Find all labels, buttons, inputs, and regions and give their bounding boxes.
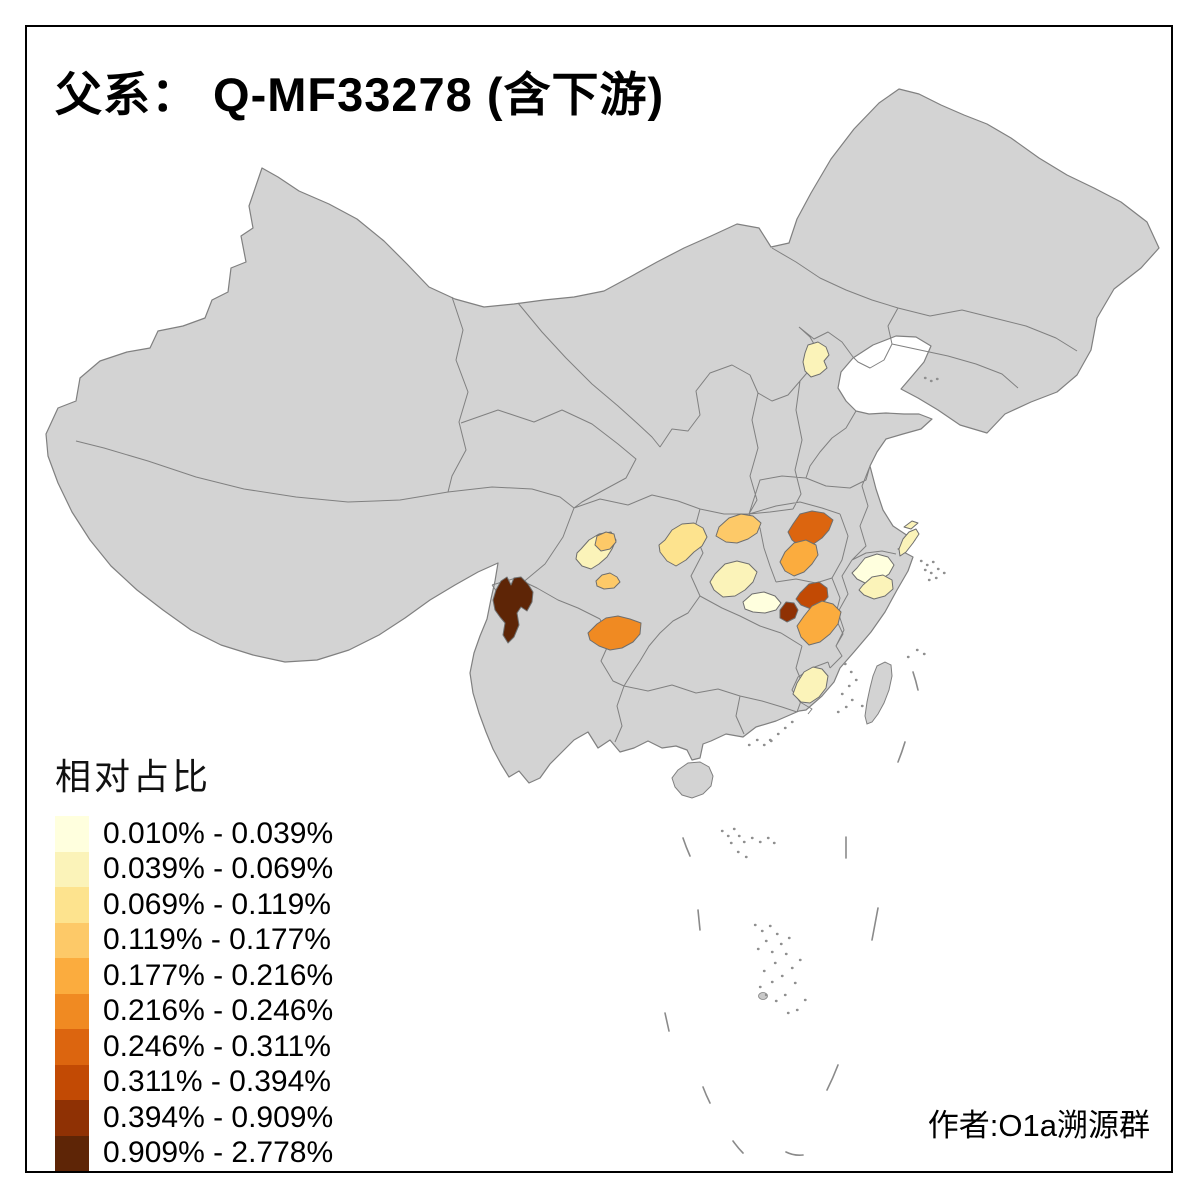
- choropleth-regions: [492, 341, 920, 704]
- author-credit: 作者:O1a溯源群: [927, 1108, 1150, 1143]
- map-region-north-henan: [787, 510, 834, 548]
- legend-row: 0.069% - 0.119%: [55, 887, 333, 923]
- legend: 相对占比 0.010% - 0.039% 0.039% - 0.069% 0.069…: [55, 748, 333, 1171]
- legend-swatch: [55, 816, 89, 852]
- map-region-fujian-guangdong-border: [792, 666, 829, 704]
- mainland-outline: [45, 88, 1160, 784]
- map-region-shanghai: [898, 528, 920, 557]
- legend-swatch: [55, 1135, 89, 1171]
- legend-swatch: [55, 851, 89, 887]
- legend-row: 0.177% - 0.216%: [55, 958, 333, 994]
- legend-label: 0.069% - 0.119%: [103, 887, 331, 921]
- legend-swatch: [55, 993, 89, 1029]
- map-region-central-zhejiang: [858, 574, 894, 600]
- figure-title: 父系： Q-MF33278 (含下游): [55, 68, 665, 121]
- legend-swatch: [55, 1100, 89, 1136]
- map-region-south-of-chengdu: [595, 572, 621, 590]
- legend-row: 0.216% - 0.246%: [55, 993, 334, 1029]
- legend-row: 0.010% - 0.039%: [55, 816, 333, 852]
- legend-swatch: [55, 1064, 89, 1100]
- taiwan-island: [864, 661, 893, 725]
- map-region-northwest-hubei: [715, 513, 762, 544]
- legend-label: 0.909% - 2.778%: [103, 1136, 334, 1170]
- map-region-south-central-hubei: [742, 591, 782, 614]
- legend-label: 0.119% - 0.177%: [103, 923, 331, 957]
- hainan-island: [671, 761, 714, 799]
- plot-frame: [25, 25, 1173, 1173]
- map-region-chongqing: [658, 522, 708, 567]
- legend-label: 0.039% - 0.069%: [103, 852, 334, 886]
- legend-label: 0.010% - 0.039%: [103, 816, 334, 850]
- legend-swatch: [55, 1029, 89, 1065]
- legend-row: 0.119% - 0.177%: [55, 922, 333, 958]
- legend-row: 0.909% - 2.778%: [55, 1135, 334, 1171]
- legend-label: 0.311% - 0.394%: [103, 1065, 331, 1099]
- map-region-beijing: [802, 341, 830, 378]
- map-region-west-henan: [779, 539, 819, 577]
- legend-row: 0.311% - 0.394%: [55, 1064, 333, 1100]
- legend-label: 0.246% - 0.311%: [103, 1029, 331, 1063]
- legend-swatch: [55, 958, 89, 994]
- legend-rows: 0.010% - 0.039% 0.039% - 0.069% 0.069% - 0…: [55, 816, 333, 1171]
- map-region-shanghai-island: [903, 520, 919, 530]
- legend-row: 0.394% - 0.909%: [55, 1100, 333, 1136]
- map-region-henan-hubei-border-west: [779, 601, 799, 623]
- map-region-central-hubei: [709, 560, 758, 598]
- legend-label: 0.216% - 0.246%: [103, 994, 334, 1028]
- legend-swatch: [55, 887, 89, 923]
- legend-title: 相对占比: [55, 756, 212, 797]
- map-region-north-guizhou: [587, 615, 642, 651]
- island-specks: [720, 376, 946, 1015]
- map-region-east-hubei: [796, 600, 842, 646]
- legend-row: 0.039% - 0.069%: [55, 851, 334, 887]
- map-region-chengdu-northeast: [594, 531, 617, 552]
- nine-dash-line: [664, 671, 919, 1156]
- legend-label: 0.394% - 0.909%: [103, 1100, 334, 1134]
- map-region-northwest-yunnan: [492, 576, 534, 644]
- legend-label: 0.177% - 0.216%: [103, 958, 334, 992]
- legend-row: 0.246% - 0.311%: [55, 1029, 333, 1065]
- legend-swatch: [55, 922, 89, 958]
